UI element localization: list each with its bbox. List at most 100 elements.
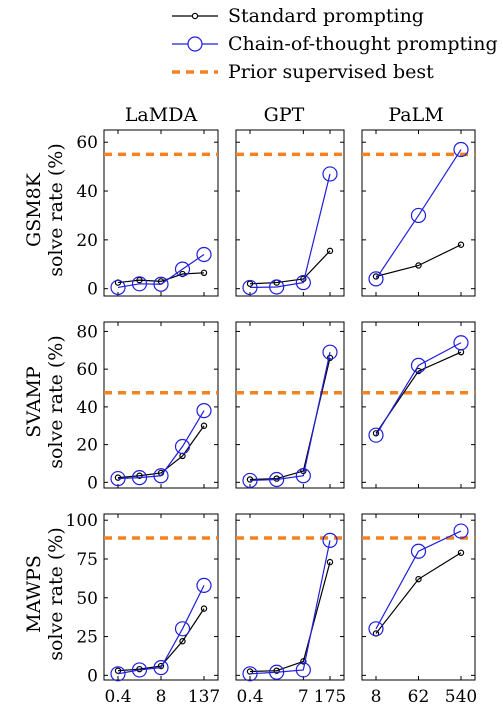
- panel-mawps-lamda-cot-point-2: [153, 659, 169, 676]
- panel-mawps-palm-standard-line: [375, 552, 462, 634]
- panel-mawps-gpt-standard-point-3: [326, 558, 334, 566]
- panel-mawps-palm-standard-point-1: [415, 575, 422, 583]
- panel-mawps-palm-cot-line: [375, 530, 462, 630]
- panel-mawps-gpt-frame: [235, 513, 345, 681]
- ytick-label-svamp-3: 60: [76, 360, 98, 380]
- panel-mawps-lamda-standard-point-2: [157, 662, 165, 670]
- panel-svamp-palm-cot-point-1: [410, 357, 427, 373]
- panel-svamp-palm-cot-line: [375, 342, 462, 436]
- xtick-label-lamda-0: 0.4: [104, 687, 131, 707]
- panel-gsm8k-palm-standard-point-0: [372, 273, 380, 280]
- panel-mawps-gpt: 0.4 7 175: [235, 513, 346, 707]
- panel-gsm8k-palm-standard-point-1: [415, 262, 422, 269]
- panel-svamp-lamda: 0 20 40 60 80: [76, 321, 219, 493]
- panel-mawps-lamda-standard-point-3: [179, 638, 186, 645]
- panel-svamp-lamda-cot-point-2: [153, 468, 169, 484]
- ytick-label-gsm8k-3: 60: [76, 133, 98, 153]
- panel-mawps-gpt-cot-point-2: [295, 662, 311, 678]
- row-name-gsm8k: GSM8K: [23, 172, 45, 247]
- panel-gsm8k-gpt-standard-point-0: [246, 280, 254, 287]
- panel-gsm8k-palm-cot-point-1: [410, 207, 427, 224]
- xtick-label-gpt-2: 175: [314, 687, 346, 707]
- xtick-label-gpt-1: 7: [298, 687, 309, 707]
- panel-mawps-gpt-cot-line: [249, 540, 331, 675]
- panel-gsm8k-lamda-cot-point-4: [196, 246, 212, 263]
- panel-svamp-gpt-frame: [235, 321, 345, 489]
- ytick-label-svamp-1: 20: [76, 436, 98, 456]
- panel-mawps-gpt-cot-point-1: [269, 664, 285, 680]
- panel-gsm8k-palm-cot-point-0: [368, 271, 384, 287]
- panel-gsm8k-gpt-cot-point-0: [242, 279, 258, 296]
- ytick-label-mawps-0: 0: [87, 666, 98, 686]
- panel-mawps-palm-standard-point-2: [457, 549, 465, 556]
- panel-mawps-lamda-standard-line: [117, 608, 205, 672]
- panel-gsm8k-gpt-cot-point-1: [269, 279, 285, 295]
- panel-svamp-lamda-cot-point-4: [196, 403, 212, 419]
- panel-svamp-gpt-cot-point-0: [242, 472, 258, 489]
- legend-standard-marker: [191, 12, 199, 20]
- panel-gsm8k-lamda-standard-point-4: [200, 269, 208, 277]
- xtick-label-gpt-0: 0.4: [236, 687, 263, 707]
- panel-gsm8k-lamda-cot-point-2: [153, 276, 169, 292]
- legend-cot-marker: [187, 36, 203, 52]
- panel-mawps-gpt-standard-point-0: [246, 668, 254, 675]
- panel-svamp-gpt-cot-point-2: [295, 468, 311, 484]
- panel-gsm8k-gpt-frame: [235, 129, 345, 297]
- panel-svamp-lamda-cot-point-3: [174, 438, 191, 455]
- xtick-label-palm-2: 540: [445, 687, 477, 707]
- panel-mawps-gpt-standard-line: [249, 561, 331, 673]
- panel-gsm8k-palm: [361, 129, 476, 297]
- panel-svamp-gpt: [235, 321, 345, 489]
- row-label-gsm8k: GSM8K solve rate (%): [23, 143, 67, 277]
- row-label-svamp: SVAMP solve rate (%): [23, 335, 67, 469]
- panel-svamp-lamda-cot-point-1: [131, 470, 148, 486]
- column-title-lamda: LaMDA: [125, 104, 198, 126]
- panel-svamp-palm-cot-point-2: [453, 335, 469, 351]
- panel-mawps-palm: 8 62 540: [361, 513, 477, 707]
- panel-gsm8k-lamda-standard-line: [117, 272, 205, 284]
- ytick-label-gsm8k-2: 40: [76, 182, 98, 202]
- panel-svamp-palm: [361, 321, 476, 489]
- panel-mawps-lamda: 0 25 50 75 100 0.4 8 137: [66, 511, 221, 707]
- panel-gsm8k-lamda-cot-point-1: [131, 276, 148, 292]
- row-name-mawps: MAWPS: [23, 555, 45, 633]
- legend-prior-label: Prior supervised best: [228, 61, 434, 83]
- panel-mawps-lamda-cot-point-1: [131, 662, 148, 678]
- panel-gsm8k-gpt-cot-point-2: [295, 274, 311, 291]
- panel-svamp-palm-cot-point-0: [368, 427, 384, 443]
- panel-mawps-gpt-standard-point-2: [300, 658, 307, 665]
- legend-standard-label: Standard prompting: [228, 5, 424, 27]
- panel-gsm8k-gpt-standard-line: [249, 250, 331, 285]
- column-title-gpt: GPT: [264, 104, 305, 126]
- panel-gsm8k-palm-standard-line: [375, 244, 462, 278]
- panel-svamp-lamda-cot-point-0: [110, 470, 126, 487]
- panel-svamp-gpt-cot-line: [249, 352, 331, 482]
- row-ylabel-mawps: solve rate (%): [45, 527, 67, 661]
- panel-svamp-gpt-standard-point-0: [246, 476, 254, 483]
- row-ylabel-gsm8k: solve rate (%): [45, 143, 67, 277]
- xtick-label-palm-1: 62: [408, 687, 430, 707]
- ytick-label-svamp-4: 80: [76, 322, 98, 342]
- panel-gsm8k-gpt-standard-point-3: [326, 247, 334, 255]
- panel-mawps-lamda-cot-point-0: [110, 666, 126, 682]
- legend: Standard prompting Chain-of-thought prom…: [172, 5, 498, 83]
- panel-svamp-lamda-standard-point-4: [200, 422, 208, 429]
- panel-mawps-palm-cot-point-2: [453, 523, 469, 539]
- panel-mawps-palm-cot-point-0: [368, 621, 384, 637]
- panel-gsm8k-lamda-cot-point-0: [110, 279, 126, 296]
- panel-mawps-lamda-standard-point-4: [200, 605, 208, 612]
- panel-gsm8k-lamda: 0 20 40 60: [76, 129, 219, 300]
- panel-mawps-gpt-cot-point-3: [322, 532, 338, 548]
- ytick-label-mawps-3: 75: [76, 550, 98, 570]
- panels: 0 20 40 60 0 20 40 60 80 0 25 50 75 100 0.4 8 137 0.4 7 175…: [66, 129, 477, 707]
- panel-gsm8k-gpt-cot-point-3: [322, 166, 338, 182]
- panel-mawps-lamda-cot-point-4: [196, 577, 212, 593]
- panel-svamp-lamda-standard-point-1: [136, 472, 143, 479]
- panel-mawps-gpt-cot-point-0: [242, 666, 258, 682]
- panel-gsm8k-lamda-cot-point-3: [174, 261, 191, 277]
- panel-mawps-palm-cot-point-1: [410, 543, 427, 559]
- ytick-label-mawps-4: 100: [66, 511, 98, 531]
- column-title-palm: PaLM: [388, 104, 443, 126]
- row-name-svamp: SVAMP: [23, 366, 45, 438]
- panel-gsm8k-lamda-standard-point-1: [136, 276, 143, 284]
